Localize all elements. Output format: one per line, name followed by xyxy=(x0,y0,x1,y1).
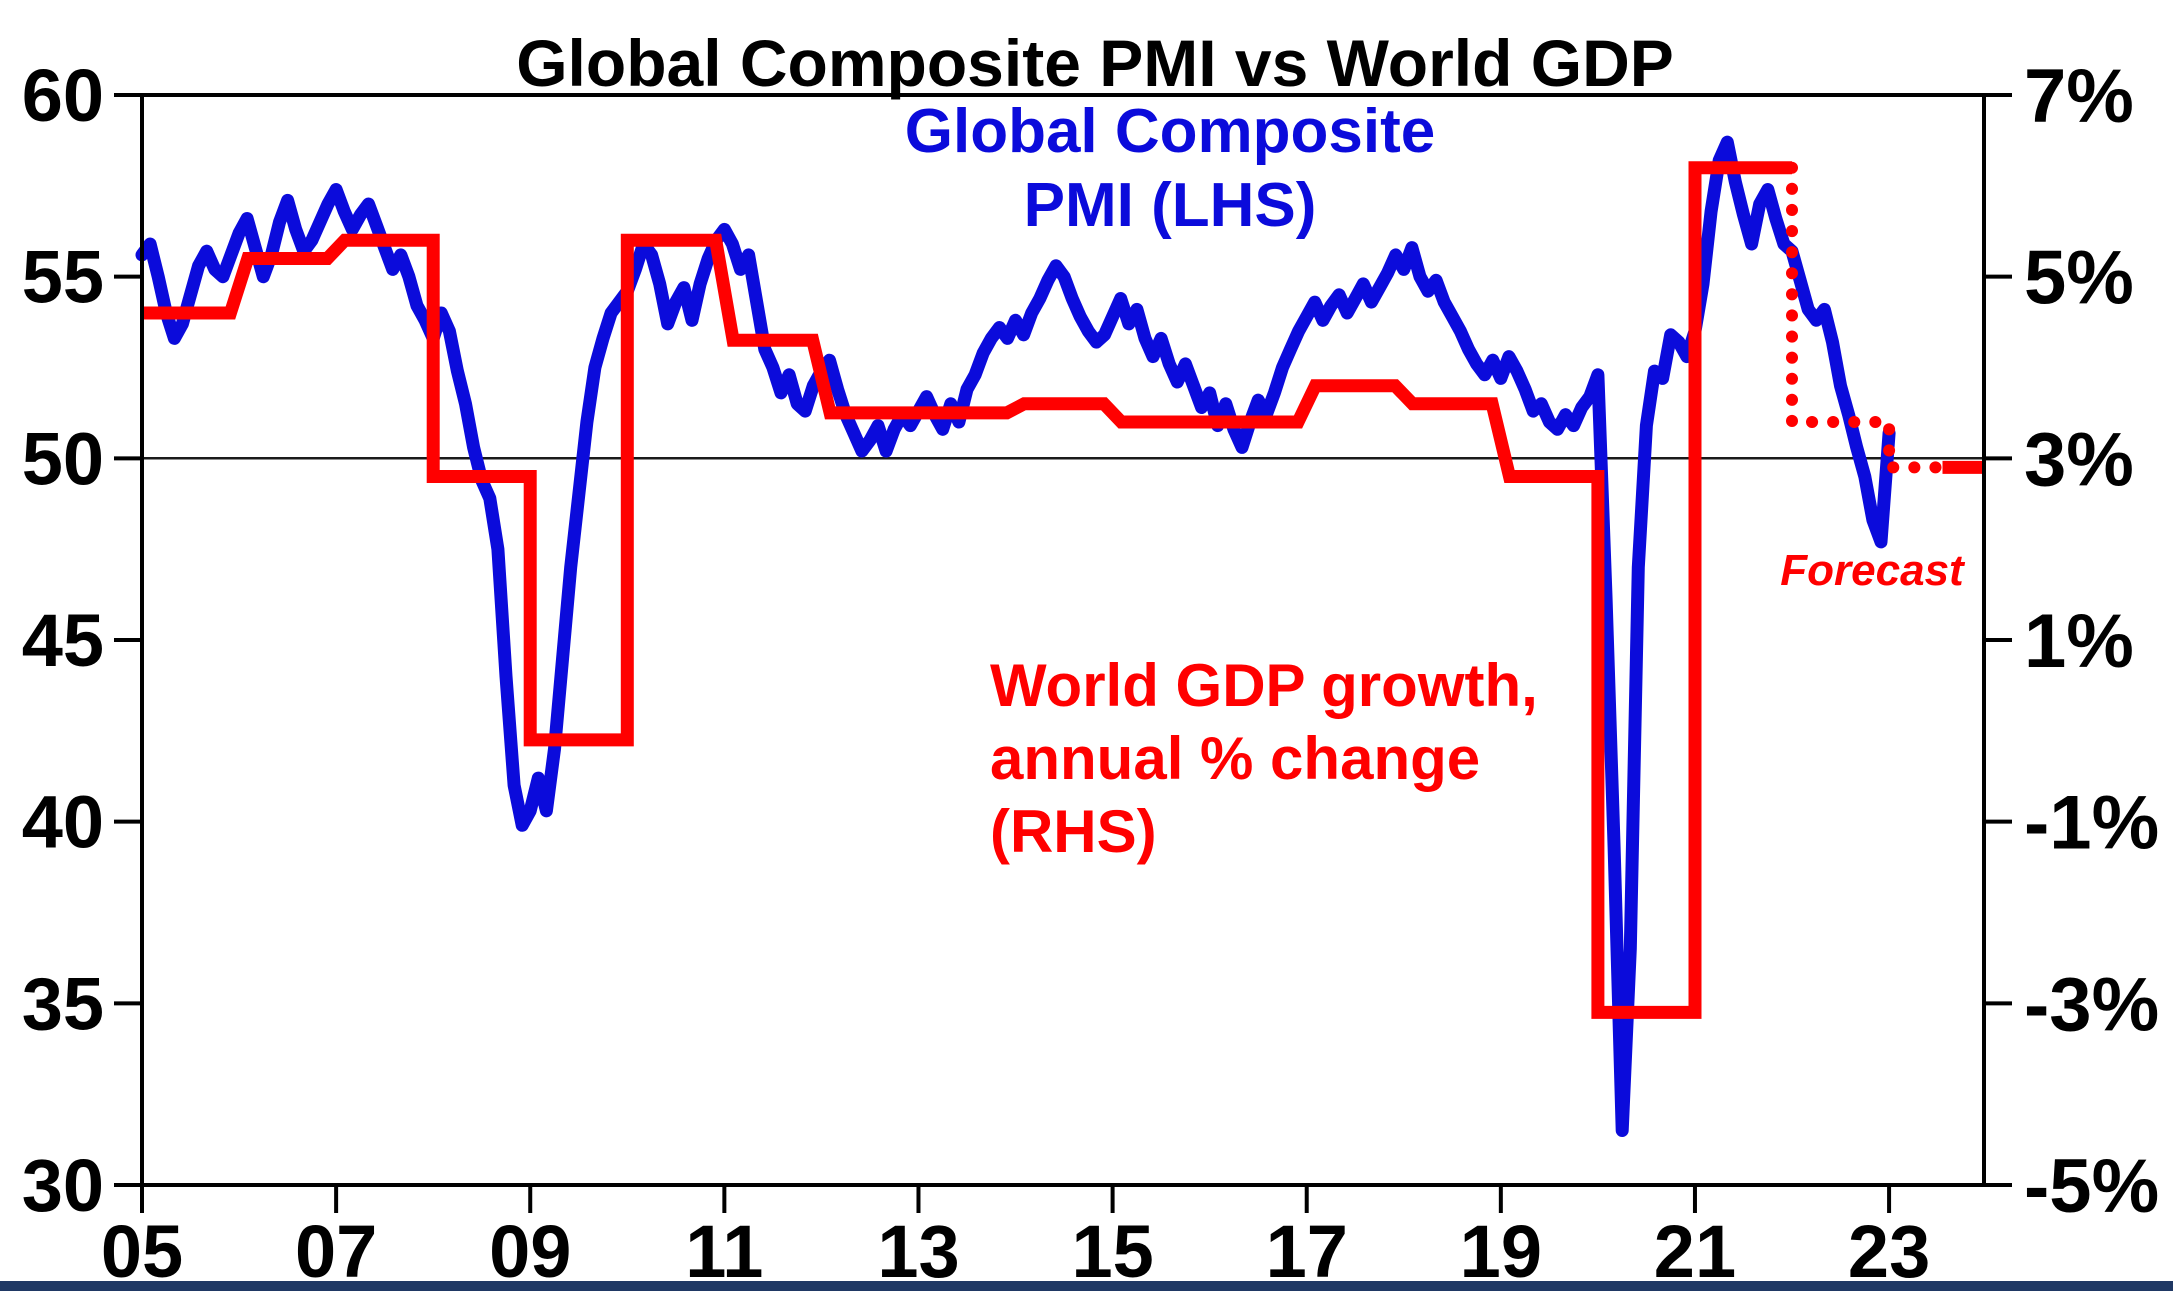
x-axis-label-2019: 19 xyxy=(1460,1210,1542,1291)
x-axis-label-2015: 15 xyxy=(1071,1210,1153,1291)
gdp-series-label-line3: (RHS) xyxy=(990,798,1157,865)
left-axis-label-40: 40 xyxy=(22,781,104,864)
right-axis-label--3: -3% xyxy=(2024,962,2159,1047)
left-axis-label-30: 30 xyxy=(22,1144,104,1227)
forecast-label: Forecast xyxy=(1780,546,1966,595)
x-axis-label-2017: 17 xyxy=(1266,1210,1348,1291)
left-axis-label-55: 55 xyxy=(22,236,104,319)
gdp-series-label-line1: World GDP growth, xyxy=(990,652,1538,719)
gdp-series-label-line2: annual % change xyxy=(990,725,1480,792)
right-axis-label-7: 7% xyxy=(2024,54,2134,139)
left-axis-label-35: 35 xyxy=(22,962,104,1045)
right-axis-label-3: 3% xyxy=(2024,417,2134,502)
plot-border xyxy=(140,93,1986,1187)
pmi-series-label-line1: Global Composite xyxy=(905,97,1435,166)
chart-title: Global Composite PMI vs World GDP xyxy=(516,26,1674,100)
x-axis-label-2009: 09 xyxy=(489,1210,571,1291)
gdp-forecast-dotted-line xyxy=(1786,161,1949,474)
x-axis-ticks: 05 07 09 11 13 15 17 19 21 23 xyxy=(101,1185,1930,1291)
right-axis-label--1: -1% xyxy=(2024,781,2159,866)
x-axis-label-2021: 21 xyxy=(1654,1210,1736,1291)
x-axis-label-2023: 23 xyxy=(1848,1210,1930,1291)
left-axis-label-45: 45 xyxy=(22,599,104,682)
right-axis-ticks: 7% 5% 3% 1% -1% -3% -5% xyxy=(1984,54,2159,1229)
x-axis-label-2013: 13 xyxy=(877,1210,959,1291)
pmi-series-label-line2: PMI (LHS) xyxy=(1024,171,1317,240)
x-axis-label-2005: 05 xyxy=(101,1210,183,1291)
x-axis-label-2007: 07 xyxy=(295,1210,377,1291)
left-axis-label-60: 60 xyxy=(22,54,104,137)
pmi-line-series xyxy=(135,135,1896,1137)
x-axis-label-2011: 11 xyxy=(685,1210,763,1291)
right-axis-label--5: -5% xyxy=(2024,1144,2159,1229)
bottom-border-bar xyxy=(0,1281,2173,1291)
gdp-step-series xyxy=(142,161,1792,1019)
right-axis-label-5: 5% xyxy=(2024,236,2134,321)
left-axis-label-50: 50 xyxy=(22,417,104,500)
right-axis-label-1: 1% xyxy=(2024,599,2134,684)
left-axis-ticks: 60 55 50 45 40 35 30 xyxy=(22,54,142,1227)
